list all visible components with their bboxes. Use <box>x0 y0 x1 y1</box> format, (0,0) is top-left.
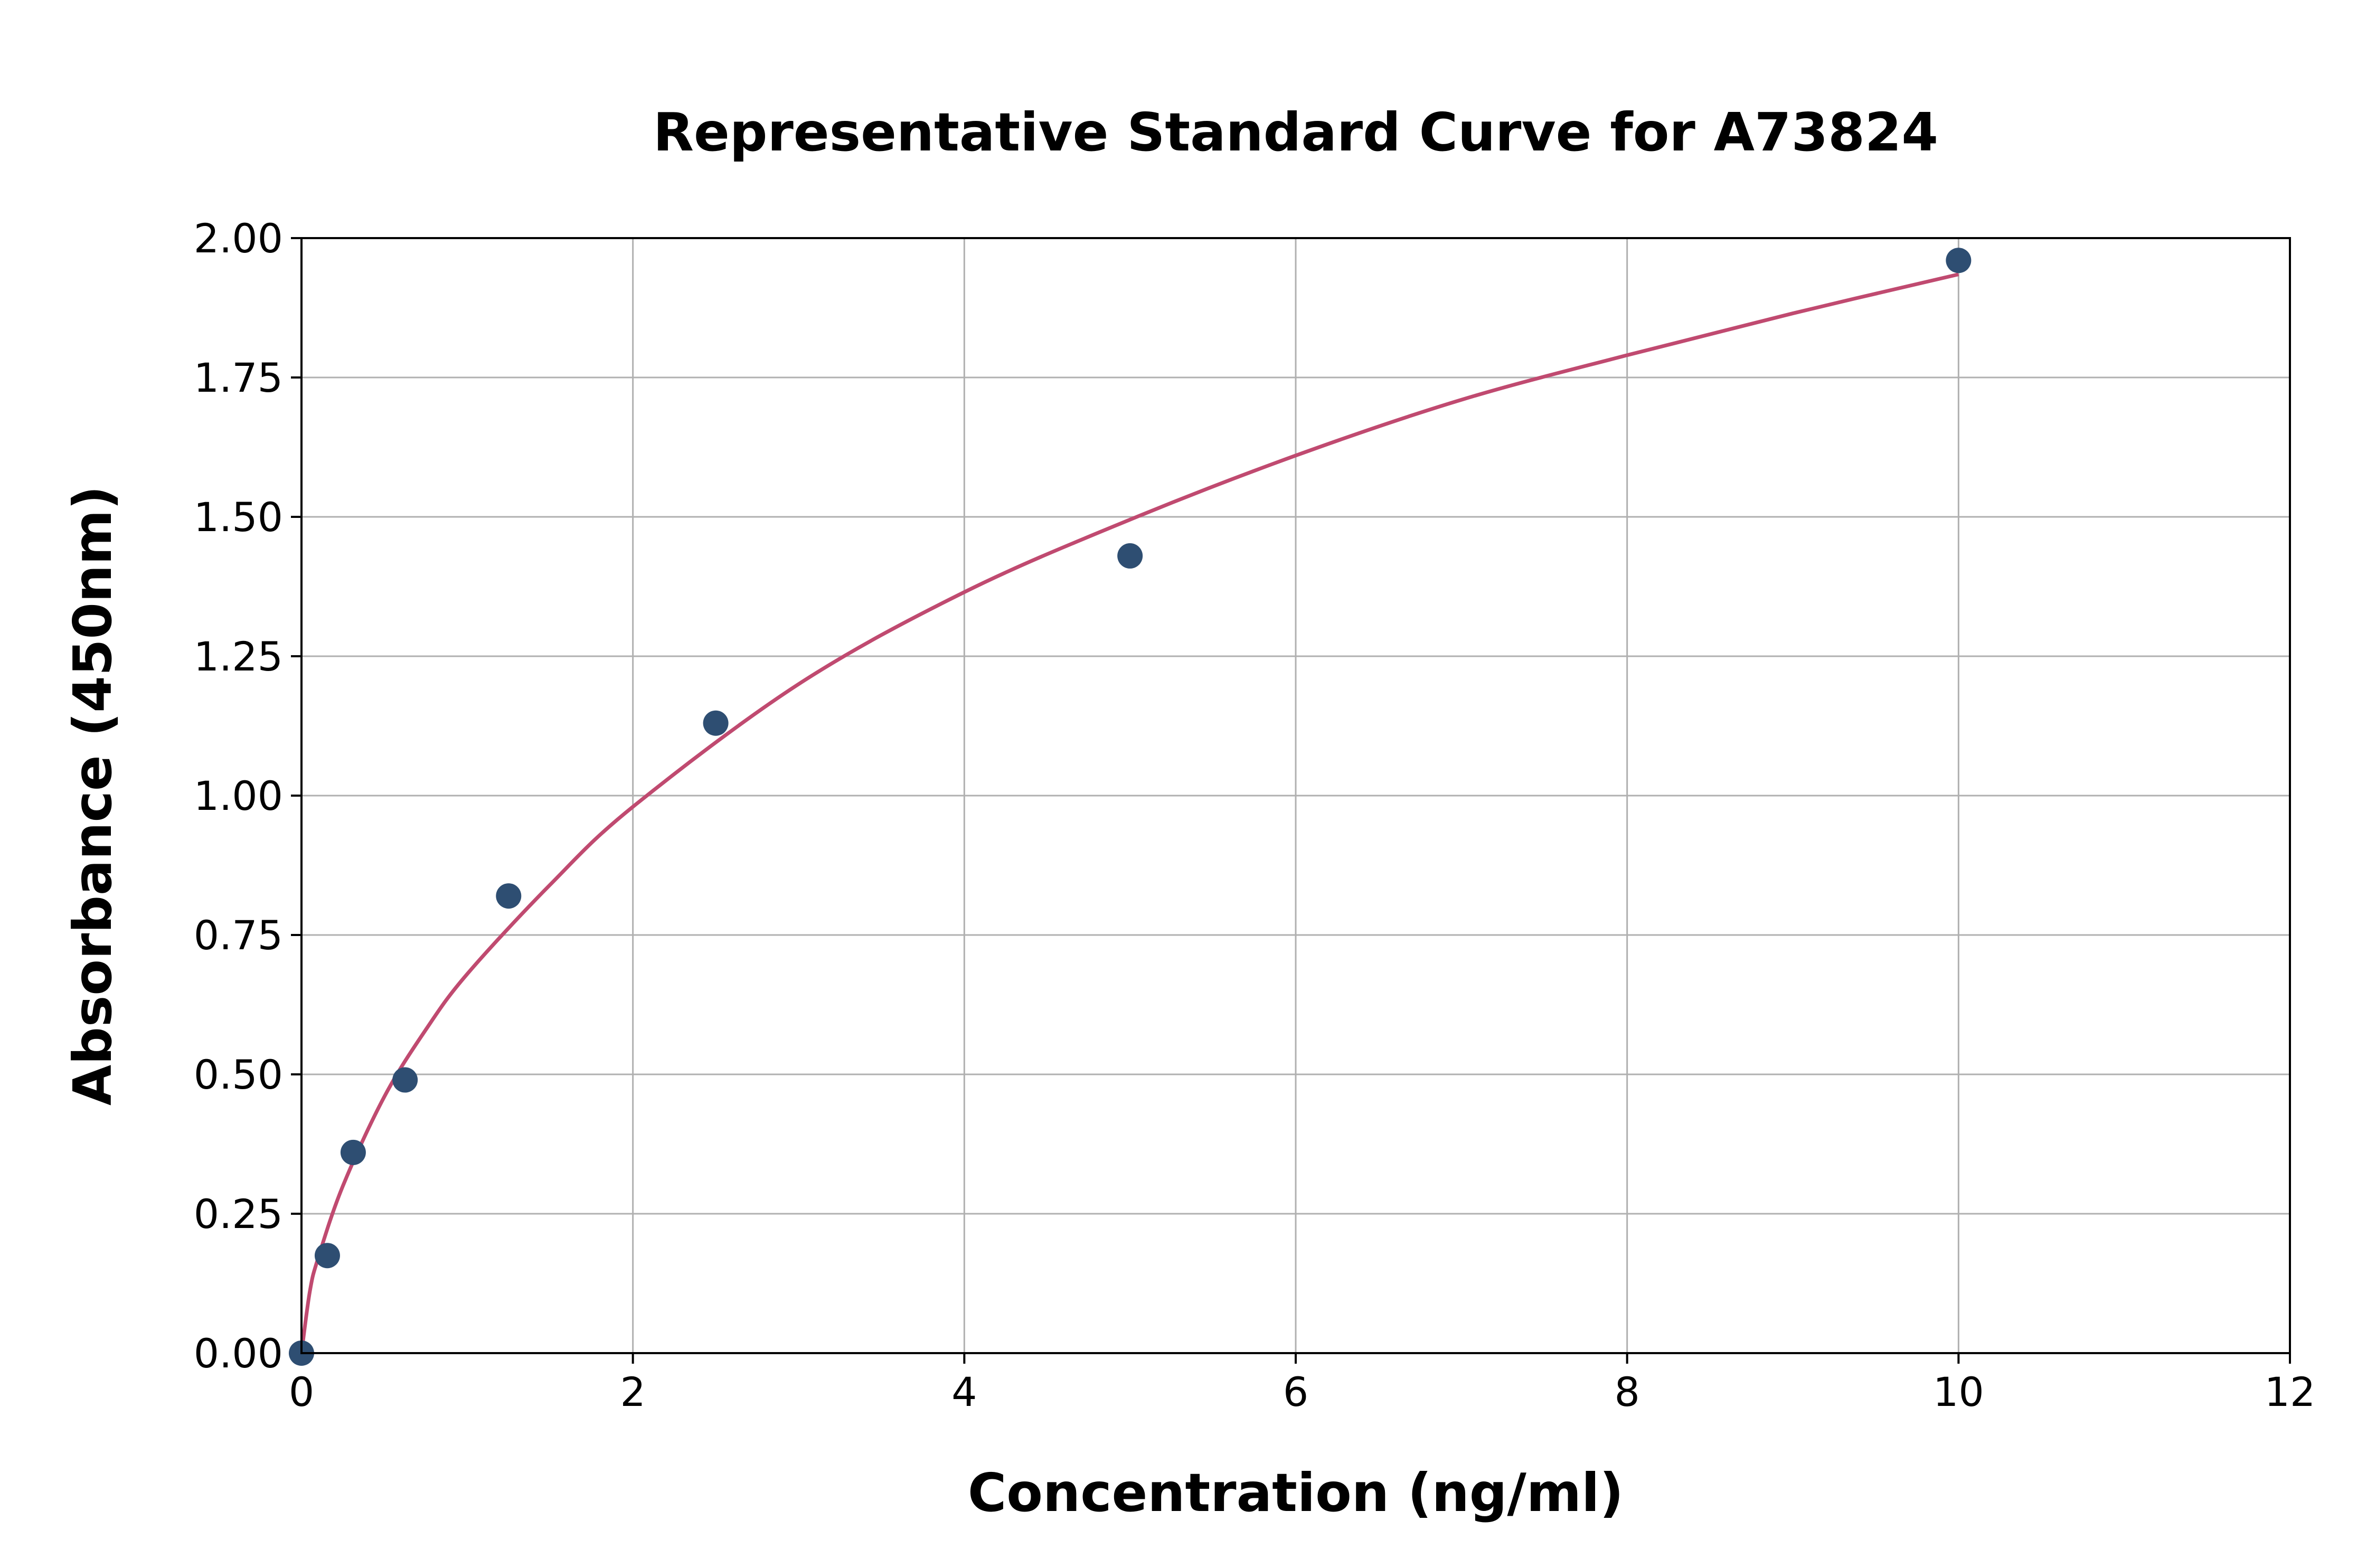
x-tick-label: 12 <box>2265 1368 2316 1415</box>
y-tick-label: 0.00 <box>194 1330 283 1377</box>
plot-frame <box>300 237 2291 1354</box>
x-tick-label: 0 <box>289 1368 314 1415</box>
y-tick-label: 1.00 <box>194 772 283 819</box>
data-point <box>340 1139 366 1165</box>
y-tick-label: 0.50 <box>194 1051 283 1098</box>
data-point <box>703 710 729 736</box>
x-tick-label: 4 <box>951 1368 977 1415</box>
chart-title: Representative Standard Curve for A73824 <box>653 101 1938 163</box>
grid <box>300 237 2291 1354</box>
data-point <box>1946 248 1972 273</box>
x-tick-label: 6 <box>1283 1368 1308 1415</box>
y-tick-label: 0.25 <box>194 1191 283 1238</box>
y-tick-label: 0.75 <box>194 912 283 959</box>
data-point <box>1117 543 1143 569</box>
y-axis-label: Absorbance (450nm) <box>62 486 124 1106</box>
y-tick-label: 1.75 <box>194 354 283 401</box>
data-point <box>314 1243 340 1269</box>
data-point <box>496 883 522 909</box>
fit-curve-group <box>299 272 1959 1354</box>
y-tick-label: 1.25 <box>194 633 283 680</box>
x-tick-label: 8 <box>1614 1368 1639 1415</box>
x-tick-label: 10 <box>1933 1368 1984 1415</box>
fit-curve <box>299 272 1959 1354</box>
data-points <box>289 248 1972 1366</box>
x-axis-label: Concentration (ng/ml) <box>968 1462 1624 1524</box>
ticks: 0 2 4 6 8 10 12 0.00 0.25 0.50 0.75 1.00 1.25 1.50 1.7… <box>194 215 2316 1415</box>
x-tick-label: 2 <box>620 1368 645 1415</box>
y-tick-label: 1.50 <box>194 494 283 541</box>
y-tick-label: 2.00 <box>194 215 283 262</box>
data-point <box>392 1067 418 1093</box>
